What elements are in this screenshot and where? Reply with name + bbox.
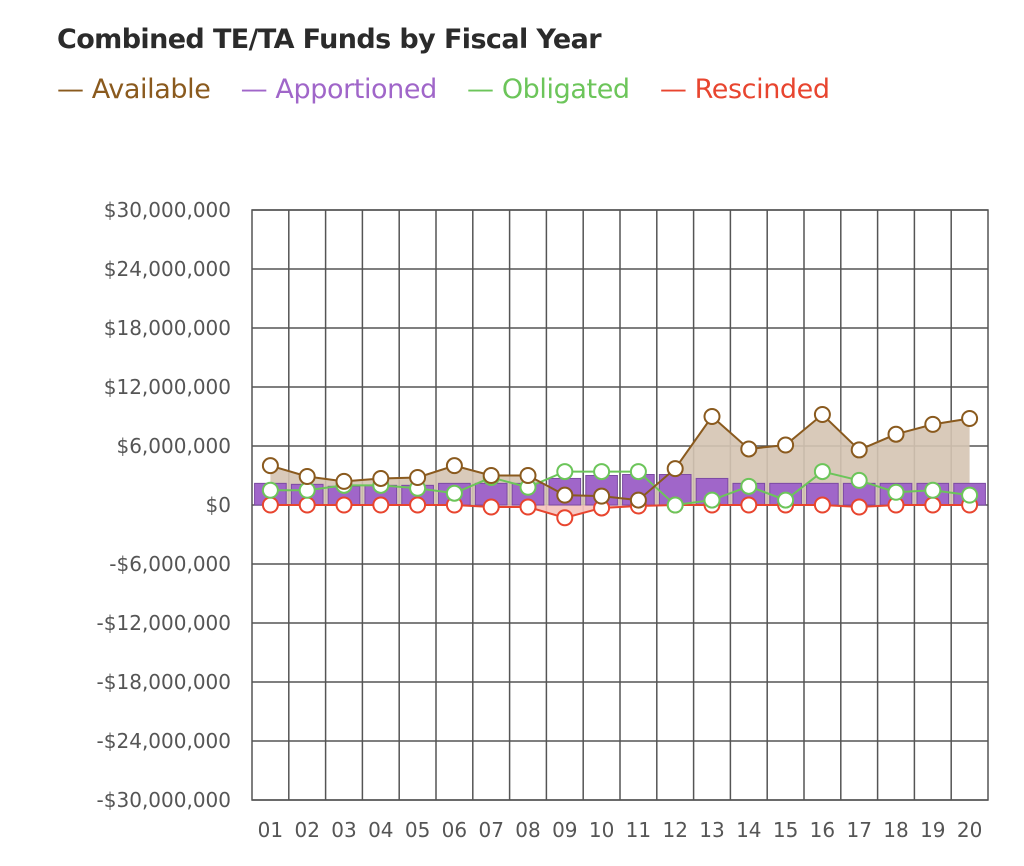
series-points: [261, 406, 979, 527]
x-tick-label: 15: [773, 818, 798, 842]
obligated-point: [924, 481, 942, 499]
available-point: [961, 409, 979, 427]
x-tick-label: 16: [810, 818, 835, 842]
available-point: [372, 469, 390, 487]
obligated-point: [813, 463, 831, 481]
obligated-point: [777, 491, 795, 509]
obligated-point: [298, 481, 316, 499]
available-point: [924, 415, 942, 433]
x-tick-label: 13: [699, 818, 724, 842]
x-tick-label: 19: [920, 818, 945, 842]
legend-item-rescinded: — Rescinded: [660, 74, 830, 105]
rescinded-point: [813, 496, 831, 514]
legend-item-apportioned: — Apportioned: [240, 74, 438, 105]
x-tick-label: 02: [294, 818, 319, 842]
legend-label-rescinded: Rescinded: [694, 74, 830, 105]
x-tick-label: 01: [258, 818, 283, 842]
rescinded-point: [372, 496, 390, 514]
legend-dash-apportioned: —: [240, 74, 276, 105]
obligated-point: [850, 471, 868, 489]
rescinded-point: [850, 498, 868, 516]
available-point: [261, 457, 279, 475]
available-point: [335, 472, 353, 490]
x-axis-ticks: 01 02 03 04 05 06 07 08 09 10 11 12 13 14 15 16 17 18 19 20: [258, 818, 983, 842]
available-point: [777, 436, 795, 454]
y-tick-label: $30,000,000: [104, 198, 231, 222]
available-point: [850, 441, 868, 459]
rescinded-point: [519, 498, 537, 516]
obligated-point: [740, 477, 758, 495]
y-tick-label: $18,000,000: [104, 316, 231, 340]
legend-item-available: — Available: [57, 74, 211, 105]
obligated-point: [961, 486, 979, 504]
x-tick-label: 12: [662, 818, 687, 842]
legend-item-obligated: — Obligated: [467, 74, 630, 105]
obligated-point: [261, 481, 279, 499]
x-tick-label: 07: [478, 818, 503, 842]
x-tick-label: 17: [846, 818, 871, 842]
rescinded-point: [335, 496, 353, 514]
x-tick-label: 09: [552, 818, 577, 842]
x-tick-label: 05: [405, 818, 430, 842]
legend-dash-rescinded: —: [659, 74, 695, 105]
y-tick-label: $6,000,000: [116, 434, 231, 458]
available-point: [445, 457, 463, 475]
obligated-point: [629, 463, 647, 481]
y-tick-label: -$30,000,000: [97, 788, 231, 812]
y-tick-label: $24,000,000: [104, 257, 231, 281]
legend-dash-obligated: —: [467, 74, 502, 105]
x-tick-label: 20: [957, 818, 982, 842]
obligated-point: [666, 496, 684, 514]
x-tick-label: 03: [331, 818, 356, 842]
area-fills: [270, 414, 970, 518]
available-point: [887, 425, 905, 443]
obligated-point: [887, 483, 905, 501]
x-tick-label: 06: [442, 818, 467, 842]
obligated-point: [593, 463, 611, 481]
obligated-point: [556, 463, 574, 481]
obligated-point: [445, 484, 463, 502]
x-tick-label: 08: [515, 818, 540, 842]
rescinded-point: [261, 496, 279, 514]
legend-label-obligated: Obligated: [501, 74, 630, 105]
x-tick-label: 11: [626, 818, 651, 842]
legend-label-available: Available: [91, 74, 211, 105]
x-tick-label: 10: [589, 818, 614, 842]
available-point: [519, 467, 537, 484]
x-tick-label: 14: [736, 818, 761, 842]
legend-dash-available: —: [57, 74, 92, 105]
y-tick-label: $0: [206, 493, 231, 517]
available-area: [270, 414, 970, 505]
x-tick-label: 18: [883, 818, 908, 842]
y-tick-label: $12,000,000: [104, 375, 231, 399]
available-point: [556, 486, 574, 504]
available-point: [813, 406, 831, 424]
available-point: [593, 487, 611, 505]
y-tick-label: -$24,000,000: [97, 729, 231, 753]
y-axis-ticks: $30,000,000 $24,000,000 $18,000,000 $12,000…: [97, 198, 231, 812]
y-tick-label: -$12,000,000: [97, 611, 231, 635]
available-point: [703, 408, 721, 425]
legend-label-apportioned: Apportioned: [275, 74, 437, 105]
rescinded-point: [924, 496, 942, 514]
legend: — Available — Apportioned — Obligated — …: [57, 74, 852, 105]
y-tick-label: -$18,000,000: [97, 670, 231, 694]
rescinded-point: [556, 509, 574, 527]
available-point: [298, 467, 316, 485]
chart-title: Combined TE/TA Funds by Fiscal Year: [57, 24, 602, 55]
rescinded-point: [409, 496, 427, 514]
obligated-point: [703, 491, 721, 509]
available-point: [740, 440, 758, 458]
rescinded-point: [298, 496, 316, 514]
available-point: [409, 468, 427, 486]
available-point: [666, 460, 684, 478]
available-point: [629, 491, 647, 509]
x-tick-label: 04: [368, 818, 393, 842]
available-point: [482, 467, 500, 484]
rescinded-point: [740, 496, 758, 514]
rescinded-point: [482, 498, 500, 516]
y-tick-label: -$6,000,000: [109, 552, 231, 576]
